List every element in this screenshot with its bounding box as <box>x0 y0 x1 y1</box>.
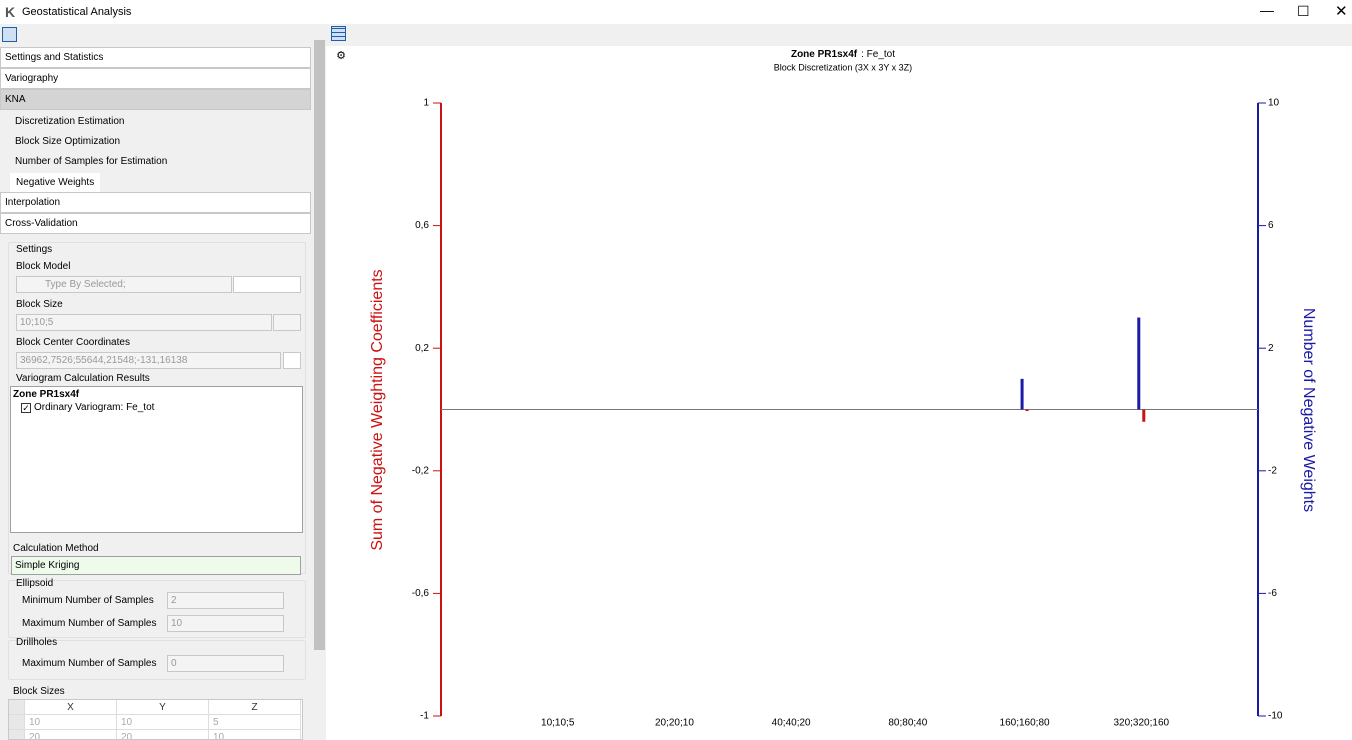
y-tick-label: 1 <box>423 98 429 109</box>
pick-center-button[interactable] <box>283 352 301 369</box>
chart-title: Zone PR1sx4f: Fe_tot <box>791 49 895 60</box>
chart-title-zone: Zone PR1sx4f <box>791 49 858 60</box>
y-tick-label: -0,6 <box>412 588 430 599</box>
minimize-button[interactable]: — <box>1260 2 1274 18</box>
y-tick-label: 0,6 <box>415 220 429 231</box>
x-tick-label: 160;160;80 <box>1000 718 1050 729</box>
field-label: Block Model <box>16 261 71 272</box>
y-tick-label: -1 <box>420 711 429 722</box>
column-header: Z <box>209 700 301 715</box>
y2-tick-label: 2 <box>1268 343 1274 354</box>
section-header[interactable]: Cross-Validation <box>0 213 311 234</box>
center-input[interactable]: 36962,7526;55644,21548;-131,16138 <box>16 352 281 369</box>
y-tick-label: -0,2 <box>412 465 430 476</box>
group-title: Ellipsoid <box>16 578 54 589</box>
bar <box>1142 409 1146 422</box>
y2-tick-label: -2 <box>1268 465 1277 476</box>
left-panel: Settings and Statistics Variography KNA … <box>0 40 326 740</box>
column-header: X <box>25 700 117 715</box>
close-button[interactable]: ✕ <box>1335 3 1348 20</box>
bar <box>1020 378 1024 410</box>
toolbar <box>0 24 1352 46</box>
y-axis-label: Sum of Negative Weighting Coefficients <box>369 269 386 550</box>
tree-root[interactable]: Zone PR1sx4f <box>13 389 80 400</box>
group-title: Drillholes <box>16 637 58 648</box>
x-tick-label: 40;40;20 <box>772 718 811 729</box>
table-cell: 20 <box>117 730 209 739</box>
y2-tick-label: 6 <box>1268 220 1274 231</box>
table-cell: 10 <box>117 715 209 730</box>
chart-subtitle: Block Discretization (3X x 3Y x 3Z) <box>774 62 912 72</box>
nav-item[interactable]: Discretization Estimation <box>15 116 125 127</box>
row-header <box>9 715 25 730</box>
min-samples-input[interactable]: 2 <box>167 592 284 609</box>
chart: ⚙ Zone PR1sx4f: Fe_tot Block Discretizat… <box>336 49 1317 729</box>
scrollbar-thumb[interactable] <box>314 40 325 650</box>
nav-item-selected[interactable]: Negative Weights <box>10 173 101 192</box>
y2-tick-label: -10 <box>1268 711 1283 722</box>
block-model-tools[interactable] <box>233 276 301 293</box>
field-label: Calculation Method <box>13 543 99 554</box>
app-icon: K <box>5 4 16 20</box>
nav-item[interactable]: Number of Samples for Estimation <box>15 156 168 167</box>
field-label: Maximum Number of Samples <box>22 618 157 629</box>
block-size-button[interactable] <box>273 314 301 331</box>
drillholes-group <box>8 640 306 680</box>
y-tick-label: 0,2 <box>415 343 429 354</box>
field-label: Block Center Coordinates <box>16 337 130 348</box>
section-header[interactable]: Settings and Statistics <box>0 47 311 68</box>
group-title: Block Sizes <box>13 686 65 697</box>
chart-title-variable: : Fe_tot <box>861 49 895 60</box>
section-header[interactable]: Variography <box>0 68 311 89</box>
section-header[interactable]: Interpolation <box>0 192 311 213</box>
y2-tick-label: -6 <box>1268 588 1277 599</box>
results-tree: Zone PR1sx4f ✓ Ordinary Variogram: Fe_to… <box>10 386 303 533</box>
x-tick-label: 20;20;10 <box>655 718 694 729</box>
tree-item[interactable]: Ordinary Variogram: Fe_tot <box>34 402 155 413</box>
table-cell: 10 <box>209 730 301 739</box>
group-title: Settings <box>16 244 53 255</box>
field-label: Variogram Calculation Results <box>16 373 150 384</box>
x-tick-label: 320;320;160 <box>1113 718 1169 729</box>
method-dropdown[interactable]: Simple Kriging <box>11 556 301 575</box>
table-cell: 10 <box>25 715 117 730</box>
column-header: Y <box>117 700 209 715</box>
bar <box>1025 409 1029 412</box>
table-cell: 5 <box>209 715 301 730</box>
block-model-input[interactable]: Type By Selected; <box>16 276 232 293</box>
save-button[interactable] <box>2 27 17 42</box>
block-sizes-table: X Y Z 10 10 5 20 20 10 <box>8 699 303 740</box>
section-header[interactable]: KNA <box>0 89 311 110</box>
max-samples-input[interactable]: 10 <box>167 615 284 632</box>
y2-tick-label: 10 <box>1268 98 1280 109</box>
row-header <box>9 700 25 715</box>
block-size-input[interactable]: 10;10;5 <box>16 314 272 331</box>
table-button[interactable] <box>331 26 346 41</box>
scrollbar[interactable] <box>313 40 326 740</box>
maximize-button[interactable]: ☐ <box>1297 3 1310 19</box>
field-label: Block Size <box>16 299 63 310</box>
title-bar: K Geostatistical Analysis — ☐ ✕ <box>0 0 1352 24</box>
field-label: Maximum Number of Samples <box>22 658 157 669</box>
y2-axis-label: Number of Negative Weights <box>1300 308 1317 512</box>
field-label: Minimum Number of Samples <box>22 595 154 606</box>
x-tick-label: 80;80;40 <box>888 718 927 729</box>
table-cell: 20 <box>25 730 117 739</box>
checkbox[interactable]: ✓ <box>21 403 31 413</box>
nav-item[interactable]: Block Size Optimization <box>15 136 121 147</box>
ellipsoid-group <box>8 580 306 638</box>
x-tick-label: 10;10;5 <box>541 718 575 729</box>
settings-icon[interactable]: ⚙ <box>336 50 346 62</box>
dh-max-input[interactable]: 0 <box>167 655 284 672</box>
window-title: Geostatistical Analysis <box>22 6 132 18</box>
bar <box>1137 317 1141 410</box>
row-header <box>9 730 25 739</box>
